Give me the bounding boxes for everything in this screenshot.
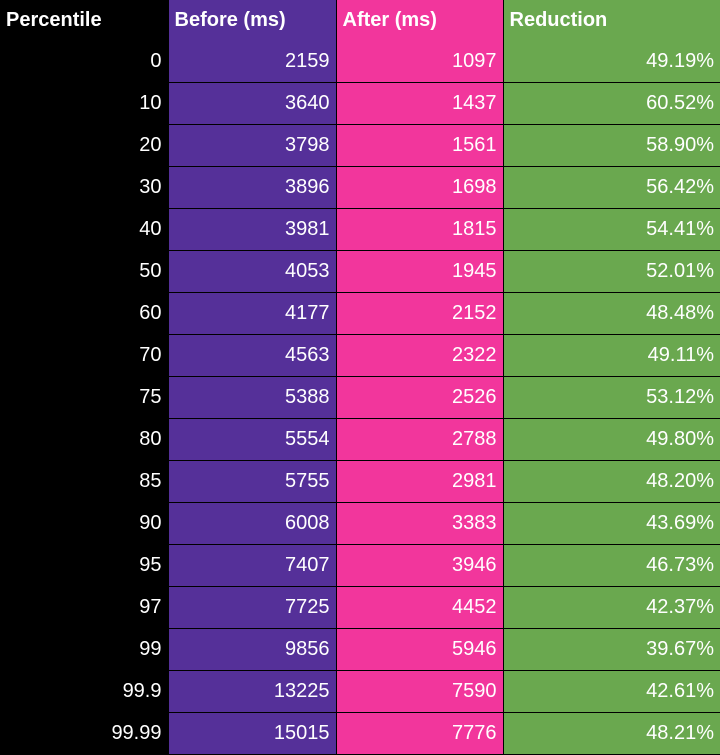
- cell-reduction: 39.67%: [502, 628, 720, 671]
- cell-reduction: 56.42%: [502, 166, 720, 209]
- cell-percentile: 10: [0, 82, 168, 125]
- header-percentile: Percentile: [0, 0, 168, 41]
- cell-reduction: 49.11%: [502, 334, 720, 377]
- cell-percentile: 70: [0, 334, 168, 377]
- table-row: 95 7407 3946 46.73%: [0, 544, 720, 587]
- table-row: 97 7725 4452 42.37%: [0, 586, 720, 629]
- cell-after: 1698: [335, 166, 503, 209]
- cell-reduction: 49.80%: [502, 418, 720, 461]
- cell-before: 5388: [167, 376, 336, 419]
- table-row: 0 2159 1097 49.19%: [0, 41, 720, 83]
- table-row: 80 5554 2788 49.80%: [0, 418, 720, 461]
- cell-before: 7725: [167, 586, 336, 629]
- cell-percentile: 97: [0, 586, 168, 629]
- cell-percentile: 40: [0, 208, 168, 251]
- table-row: 10 3640 1437 60.52%: [0, 82, 720, 125]
- table-row: 85 5755 2981 48.20%: [0, 460, 720, 503]
- cell-after: 4452: [335, 586, 503, 629]
- cell-reduction: 42.37%: [502, 586, 720, 629]
- header-reduction: Reduction: [502, 0, 720, 41]
- cell-percentile: 99: [0, 628, 168, 671]
- cell-before: 3981: [167, 208, 336, 251]
- cell-before: 3640: [167, 82, 336, 125]
- cell-after: 1097: [335, 41, 503, 83]
- cell-reduction: 42.61%: [502, 670, 720, 713]
- header-before: Before (ms): [167, 0, 336, 41]
- table-row: 99.99 15015 7776 48.21%: [0, 712, 720, 755]
- cell-percentile: 60: [0, 292, 168, 335]
- cell-reduction: 43.69%: [502, 502, 720, 545]
- cell-before: 15015: [167, 712, 336, 755]
- table-row: 60 4177 2152 48.48%: [0, 292, 720, 335]
- cell-reduction: 46.73%: [502, 544, 720, 587]
- cell-percentile: 90: [0, 502, 168, 545]
- cell-percentile: 50: [0, 250, 168, 293]
- cell-reduction: 54.41%: [502, 208, 720, 251]
- cell-before: 9856: [167, 628, 336, 671]
- table-row: 99.9 13225 7590 42.61%: [0, 670, 720, 713]
- cell-reduction: 48.48%: [502, 292, 720, 335]
- cell-after: 7590: [335, 670, 503, 713]
- cell-percentile: 80: [0, 418, 168, 461]
- cell-after: 5946: [335, 628, 503, 671]
- table-row: 40 3981 1815 54.41%: [0, 208, 720, 251]
- cell-before: 5755: [167, 460, 336, 503]
- cell-after: 2981: [335, 460, 503, 503]
- cell-reduction: 60.52%: [502, 82, 720, 125]
- table-row: 75 5388 2526 53.12%: [0, 376, 720, 419]
- cell-before: 4053: [167, 250, 336, 293]
- cell-percentile: 75: [0, 376, 168, 419]
- cell-reduction: 52.01%: [502, 250, 720, 293]
- table-row: 20 3798 1561 58.90%: [0, 124, 720, 167]
- table-row: 30 3896 1698 56.42%: [0, 166, 720, 209]
- cell-reduction: 53.12%: [502, 376, 720, 419]
- cell-before: 4563: [167, 334, 336, 377]
- cell-percentile: 0: [0, 41, 168, 83]
- cell-after: 3946: [335, 544, 503, 587]
- table-row: 70 4563 2322 49.11%: [0, 334, 720, 377]
- cell-after: 1561: [335, 124, 503, 167]
- table-row: 99 9856 5946 39.67%: [0, 628, 720, 671]
- cell-percentile: 20: [0, 124, 168, 167]
- cell-percentile: 85: [0, 460, 168, 503]
- cell-percentile: 99.99: [0, 712, 168, 755]
- cell-after: 1815: [335, 208, 503, 251]
- cell-after: 2322: [335, 334, 503, 377]
- cell-percentile: 30: [0, 166, 168, 209]
- cell-reduction: 48.20%: [502, 460, 720, 503]
- table-row: 90 6008 3383 43.69%: [0, 502, 720, 545]
- cell-after: 2788: [335, 418, 503, 461]
- table-row: 50 4053 1945 52.01%: [0, 250, 720, 293]
- header-after: After (ms): [335, 0, 503, 41]
- cell-after: 1945: [335, 250, 503, 293]
- cell-percentile: 95: [0, 544, 168, 587]
- cell-percentile: 99.9: [0, 670, 168, 713]
- cell-before: 5554: [167, 418, 336, 461]
- cell-after: 2526: [335, 376, 503, 419]
- table-body: 0 2159 1097 49.19% 10 3640 1437 60.52% 20 3798 156…: [0, 41, 720, 755]
- cell-before: 13225: [167, 670, 336, 713]
- cell-before: 4177: [167, 292, 336, 335]
- cell-after: 3383: [335, 502, 503, 545]
- cell-reduction: 48.21%: [502, 712, 720, 755]
- cell-after: 2152: [335, 292, 503, 335]
- cell-after: 1437: [335, 82, 503, 125]
- header-row: Percentile Before (ms) After (ms) Reduct…: [0, 0, 720, 41]
- cell-before: 3896: [167, 166, 336, 209]
- cell-before: 3798: [167, 124, 336, 167]
- cell-reduction: 58.90%: [502, 124, 720, 167]
- cell-before: 7407: [167, 544, 336, 587]
- cell-before: 2159: [167, 41, 336, 83]
- cell-reduction: 49.19%: [502, 41, 720, 83]
- cell-before: 6008: [167, 502, 336, 545]
- cell-after: 7776: [335, 712, 503, 755]
